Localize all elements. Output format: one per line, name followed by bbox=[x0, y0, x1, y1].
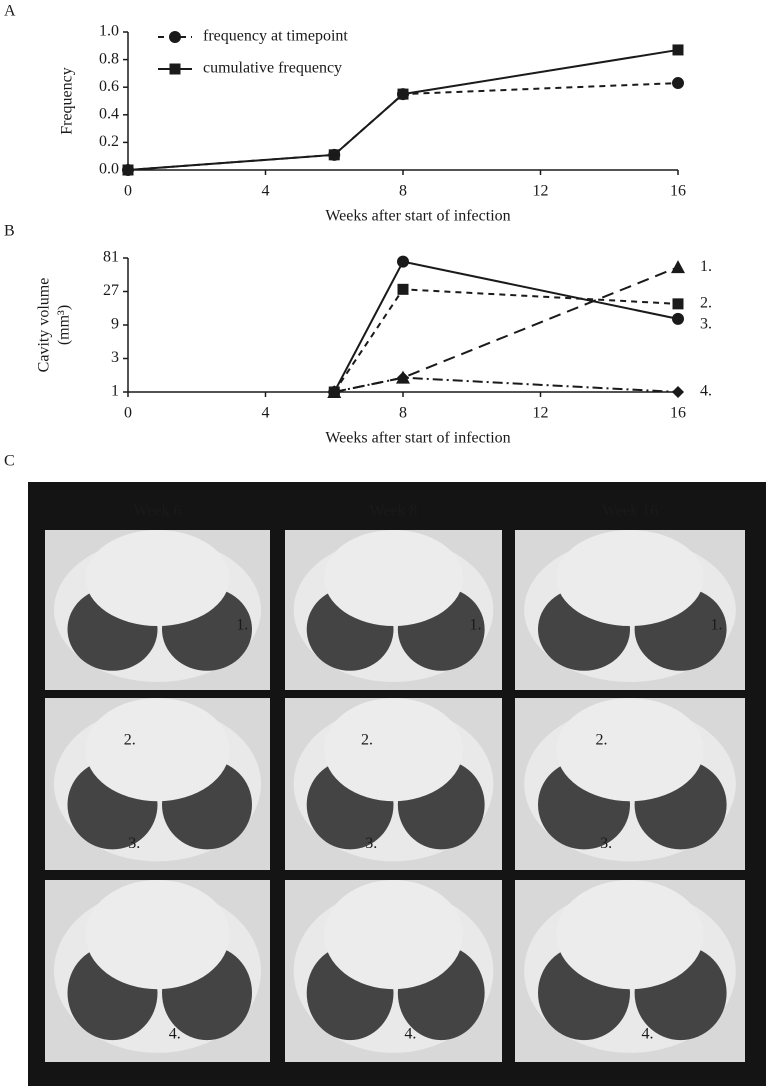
lesion-label: 4. bbox=[169, 1025, 181, 1042]
ct-organ bbox=[324, 698, 463, 802]
series-label: 1. bbox=[700, 258, 712, 275]
y-tick-label: 0.6 bbox=[99, 78, 119, 95]
marker bbox=[328, 386, 341, 398]
ct-organ bbox=[85, 698, 230, 802]
y-tick-label: 1.0 bbox=[99, 23, 119, 40]
column-header: Week 6 bbox=[133, 503, 181, 520]
y-tick-label: 0.2 bbox=[99, 133, 119, 150]
y-axis-label: Cavity volume bbox=[36, 278, 53, 373]
series-line bbox=[334, 376, 679, 393]
y-tick-label: 81 bbox=[103, 249, 119, 266]
series-label: 4. bbox=[700, 383, 712, 400]
x-tick-label: 12 bbox=[533, 183, 549, 200]
y-axis-label: (mm³) bbox=[56, 305, 73, 345]
legend-marker bbox=[169, 31, 181, 43]
ct-organ bbox=[556, 698, 704, 802]
x-tick-label: 0 bbox=[124, 405, 132, 422]
lesion-label: 1. bbox=[711, 617, 723, 634]
marker bbox=[672, 298, 684, 310]
lesion-label: 3. bbox=[365, 835, 377, 852]
lesion-label: 1. bbox=[236, 617, 248, 634]
lesion-label: 3. bbox=[600, 835, 612, 852]
panel-label: C bbox=[4, 453, 15, 470]
y-tick-label: 0.8 bbox=[99, 50, 119, 67]
marker bbox=[397, 255, 409, 268]
lesion-label: 3. bbox=[128, 835, 140, 852]
marker bbox=[671, 260, 685, 274]
y-tick-label: 0.4 bbox=[99, 105, 119, 122]
lesion-label: 4. bbox=[404, 1025, 416, 1042]
series-line bbox=[334, 266, 679, 393]
lesion-label: 1. bbox=[469, 617, 481, 634]
x-tick-label: 0 bbox=[124, 183, 132, 200]
series-label: 3. bbox=[700, 316, 712, 333]
marker bbox=[397, 371, 409, 384]
ct-organ bbox=[556, 880, 704, 990]
x-axis-label: Weeks after start of infection bbox=[325, 430, 510, 447]
legend-marker bbox=[169, 63, 181, 75]
legend-label: cumulative frequency bbox=[203, 60, 342, 77]
y-axis-label: Frequency bbox=[59, 67, 76, 135]
ct-organ bbox=[85, 530, 230, 626]
ct-organ bbox=[324, 530, 463, 626]
x-tick-label: 8 bbox=[399, 405, 407, 422]
column-header: Week 8 bbox=[369, 503, 417, 520]
legend-label: frequency at timepoint bbox=[203, 28, 348, 45]
marker bbox=[672, 44, 684, 56]
marker bbox=[328, 149, 340, 161]
y-tick-label: 27 bbox=[103, 282, 119, 299]
x-tick-label: 16 bbox=[670, 183, 686, 200]
lesion-label: 2. bbox=[596, 732, 608, 749]
panel-label: A bbox=[4, 3, 16, 20]
ct-organ bbox=[324, 880, 463, 990]
series-label: 2. bbox=[700, 295, 712, 312]
y-tick-label: 0.0 bbox=[99, 161, 119, 178]
marker bbox=[672, 77, 684, 90]
series-line bbox=[333, 288, 679, 393]
marker bbox=[122, 164, 134, 176]
ct-organ bbox=[85, 880, 230, 990]
column-header: Week 16 bbox=[602, 503, 658, 520]
x-tick-label: 4 bbox=[262, 405, 270, 422]
lesion-label: 2. bbox=[361, 732, 373, 749]
marker bbox=[672, 312, 684, 325]
lesion-label: 4. bbox=[642, 1025, 654, 1042]
marker bbox=[397, 88, 409, 100]
x-tick-label: 16 bbox=[670, 405, 686, 422]
y-tick-label: 9 bbox=[111, 316, 119, 333]
marker bbox=[672, 386, 684, 398]
ct-organ bbox=[556, 530, 704, 626]
x-axis-label: Weeks after start of infection bbox=[325, 208, 510, 225]
marker bbox=[397, 283, 409, 295]
series-line bbox=[127, 48, 679, 171]
x-tick-label: 4 bbox=[262, 183, 270, 200]
lesion-label: 2. bbox=[124, 732, 136, 749]
y-tick-label: 1 bbox=[111, 383, 119, 400]
y-tick-label: 3 bbox=[111, 349, 119, 366]
x-tick-label: 12 bbox=[533, 405, 549, 422]
series-line bbox=[333, 260, 679, 393]
x-tick-label: 8 bbox=[399, 183, 407, 200]
panel-label: B bbox=[4, 223, 15, 240]
